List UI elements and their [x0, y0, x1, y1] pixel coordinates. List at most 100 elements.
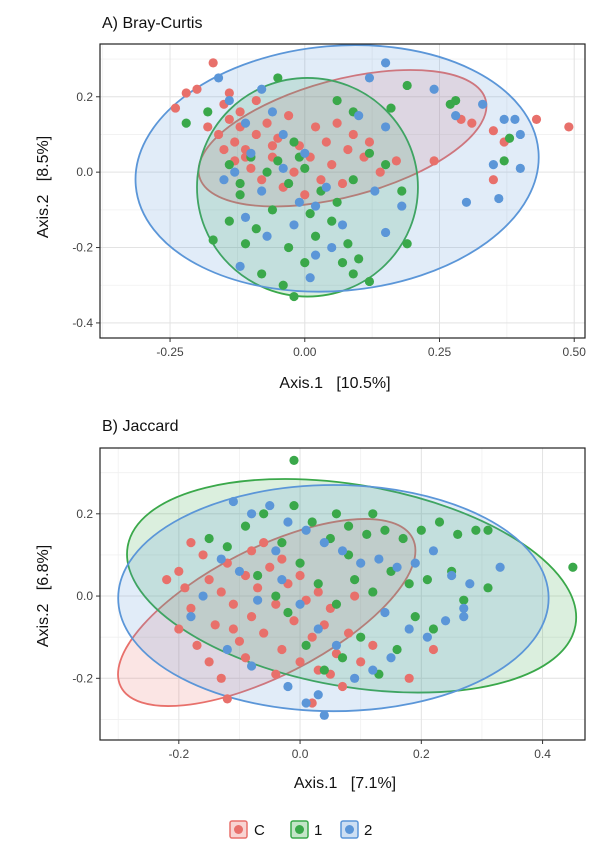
- x-tick-label: 0.0: [292, 747, 309, 761]
- point-1: [262, 167, 272, 177]
- point-2: [294, 197, 304, 207]
- point-c: [246, 163, 256, 173]
- point-2: [327, 242, 337, 253]
- point-c: [230, 137, 240, 147]
- point-c: [429, 156, 439, 166]
- point-1: [381, 160, 391, 170]
- point-1: [337, 653, 348, 663]
- point-1: [416, 525, 426, 535]
- point-c: [488, 126, 498, 136]
- point-c: [289, 167, 299, 177]
- point-c: [228, 624, 238, 634]
- series-1: [204, 455, 578, 679]
- point-1: [305, 209, 315, 219]
- point-2: [222, 644, 232, 655]
- chart-title: B) Jaccard: [102, 418, 178, 435]
- x-tick-label: 0.4: [534, 747, 551, 761]
- point-1: [362, 529, 372, 539]
- point-2: [459, 603, 469, 613]
- point-2: [301, 525, 311, 535]
- legend-item-2: 2: [340, 820, 372, 839]
- point-2: [356, 558, 366, 568]
- point-2: [310, 201, 321, 211]
- point-c: [181, 88, 191, 98]
- y-axis-label: Axis.2 [8.5%]: [35, 136, 52, 238]
- point-2: [313, 690, 323, 700]
- point-1: [224, 160, 234, 170]
- point-2: [515, 129, 525, 140]
- point-c: [364, 137, 375, 147]
- point-c: [192, 84, 202, 94]
- point-2: [381, 58, 391, 68]
- point-1: [208, 235, 218, 245]
- point-2: [246, 509, 257, 519]
- point-1: [284, 242, 294, 253]
- legend-label-2: 2: [364, 822, 372, 839]
- point-c: [316, 175, 326, 185]
- point-1: [289, 500, 299, 511]
- plot-border: [99, 43, 586, 339]
- point-2: [478, 99, 488, 109]
- point-1: [331, 509, 342, 519]
- point-1: [181, 118, 191, 128]
- y-axis-label: Axis.2 [6.8%]: [35, 545, 52, 647]
- legend-item-c: C: [229, 820, 265, 839]
- point-1: [392, 644, 402, 655]
- x-tick-label: 0.50: [563, 345, 587, 359]
- point-c: [467, 118, 477, 128]
- point-2: [186, 612, 196, 622]
- point-1: [398, 533, 408, 544]
- point-2: [240, 212, 251, 222]
- point-1: [343, 239, 353, 249]
- point-c: [313, 587, 323, 597]
- point-c: [564, 122, 574, 132]
- confidence-ellipse-c: [117, 518, 417, 707]
- point-c: [246, 546, 257, 556]
- point-1: [348, 269, 358, 279]
- point-2: [374, 554, 384, 564]
- point-c: [307, 632, 317, 642]
- legend-dot-1: [295, 825, 304, 834]
- point-2: [240, 118, 251, 128]
- point-1: [289, 455, 299, 465]
- point-1: [301, 640, 311, 651]
- point-2: [295, 599, 305, 609]
- point-1: [410, 612, 420, 622]
- point-c: [162, 575, 172, 585]
- point-2: [278, 129, 288, 140]
- point-2: [499, 114, 509, 124]
- point-c: [186, 537, 196, 548]
- point-2: [392, 562, 402, 572]
- point-2: [397, 201, 407, 211]
- point-2: [422, 632, 432, 642]
- legend-dot-c: [234, 825, 243, 834]
- point-1: [348, 175, 358, 185]
- point-2: [465, 579, 475, 589]
- point-c: [224, 88, 234, 98]
- point-c: [219, 144, 229, 155]
- point-c: [343, 628, 354, 638]
- point-1: [300, 258, 310, 268]
- plot-background: [100, 44, 585, 338]
- point-1: [350, 575, 360, 585]
- point-1: [235, 190, 245, 200]
- point-c: [375, 167, 385, 177]
- point-1: [386, 103, 396, 113]
- point-1: [368, 509, 378, 519]
- point-2: [459, 612, 469, 622]
- point-c: [271, 599, 281, 609]
- point-c: [310, 122, 321, 132]
- point-1: [364, 148, 375, 158]
- legend-dot-2: [345, 825, 354, 834]
- y-tick-label: -0.4: [72, 316, 93, 330]
- point-1: [402, 239, 412, 249]
- point-1: [428, 624, 439, 634]
- point-c: [295, 657, 305, 667]
- point-c: [327, 160, 337, 170]
- point-c: [216, 673, 226, 683]
- x-tick-label: 0.25: [428, 345, 452, 359]
- series-2: [186, 496, 505, 720]
- point-c: [240, 653, 251, 663]
- point-2: [515, 163, 525, 173]
- point-2: [440, 616, 451, 626]
